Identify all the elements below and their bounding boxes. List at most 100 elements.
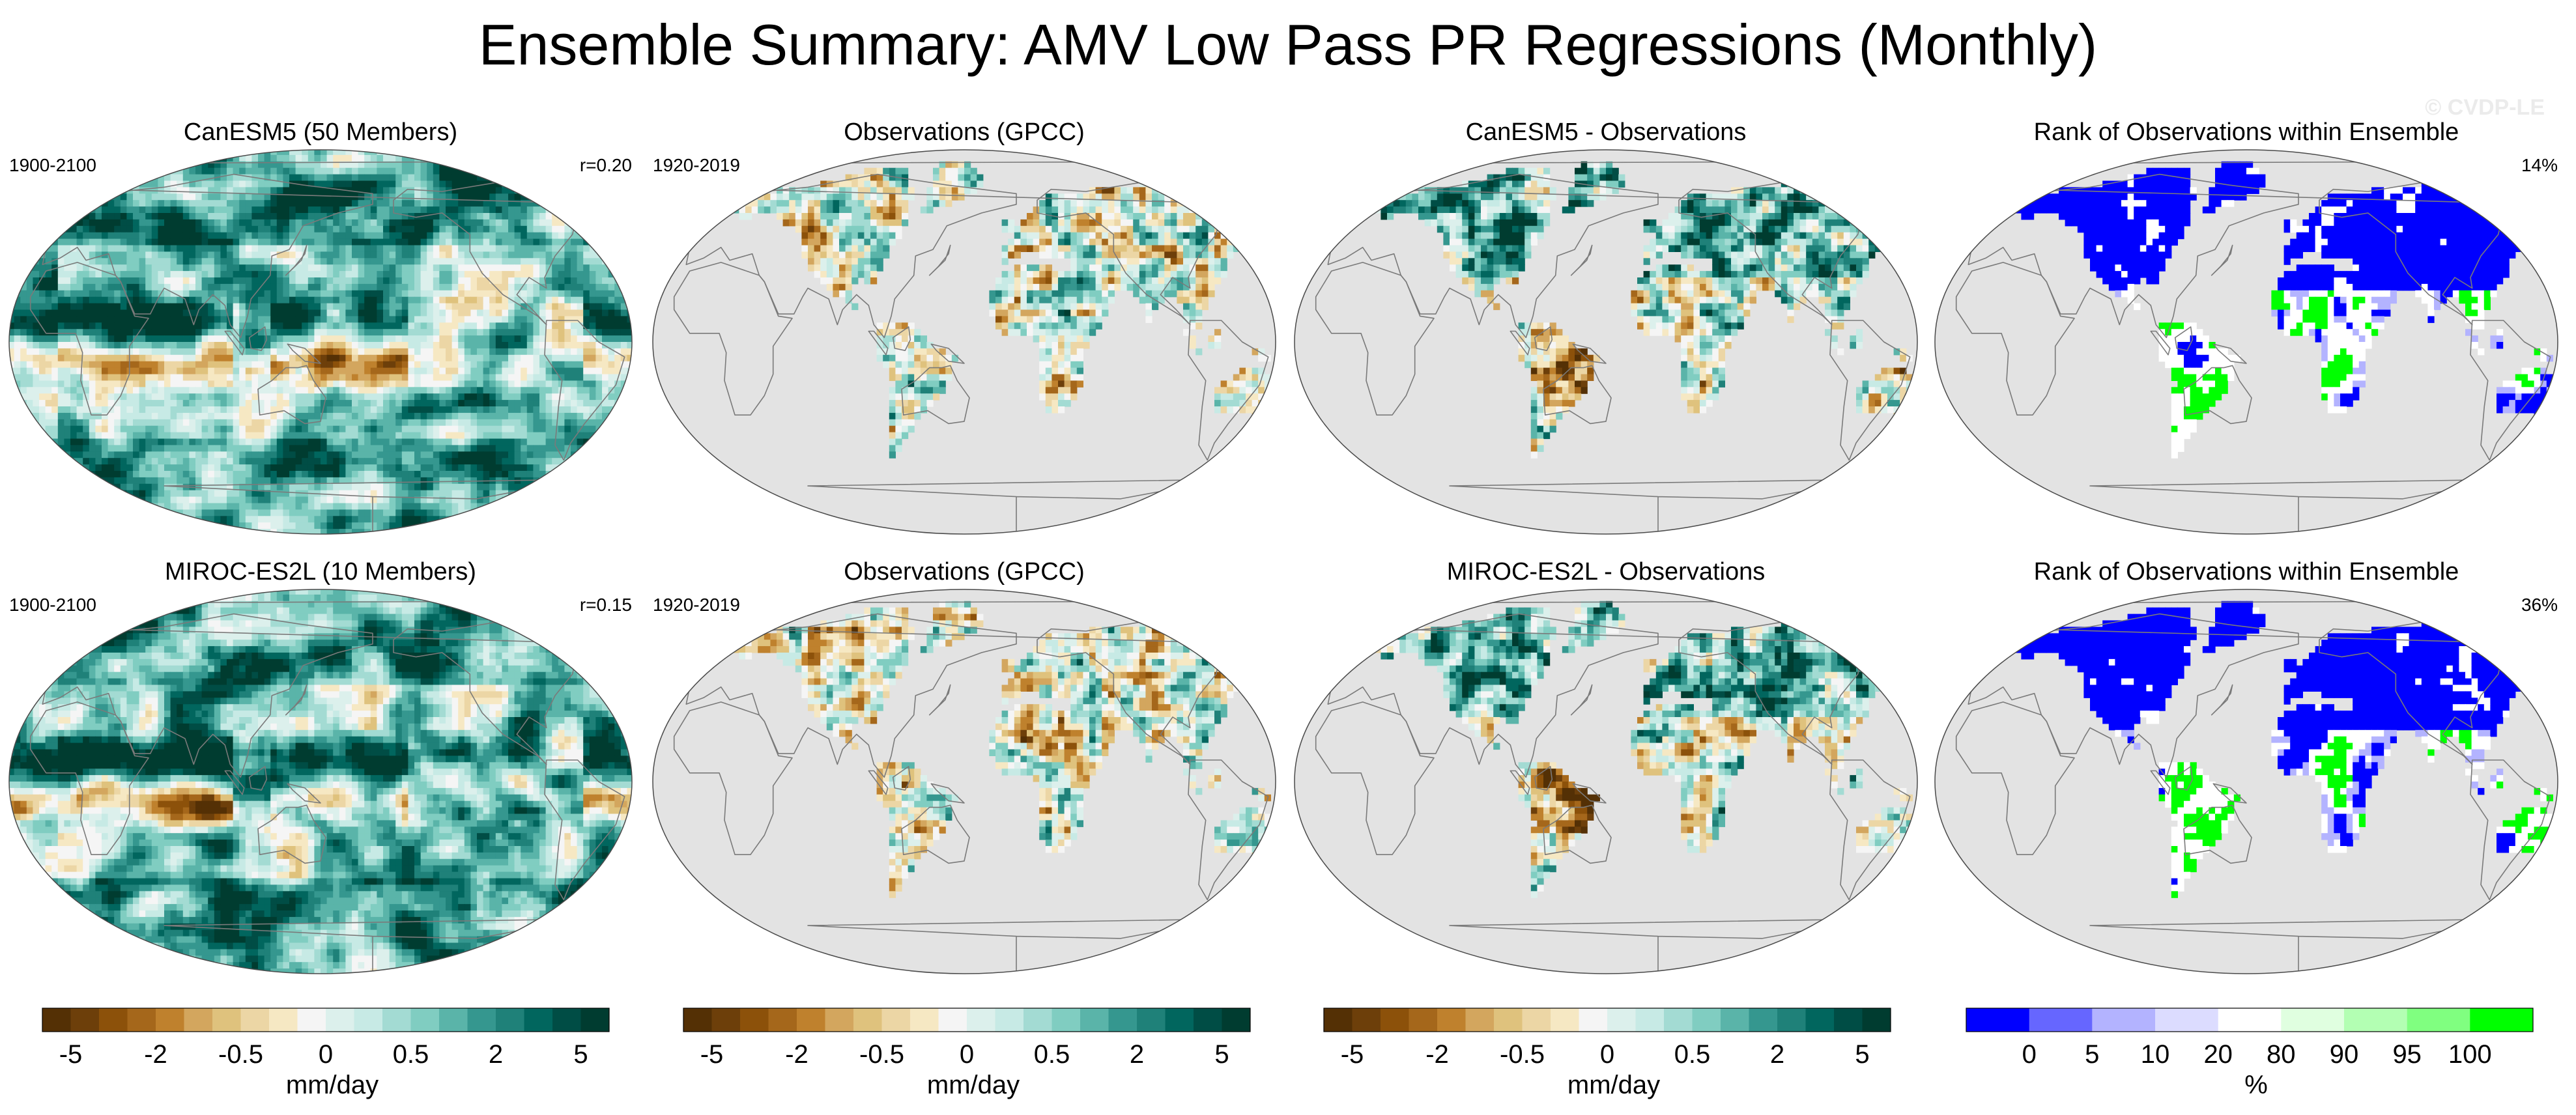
colorbar-swatch	[467, 1008, 496, 1032]
colorbar-tick-label: -5	[59, 1040, 83, 1069]
colorbar-tick-label: 0	[1600, 1040, 1614, 1069]
colorbar-swatch	[1324, 1008, 1352, 1032]
colorbar-tick-label: 5	[2085, 1040, 2099, 1069]
colorbar-tick-label: 5	[1855, 1040, 1869, 1069]
colorbar-swatch	[995, 1008, 1024, 1032]
colorbar-swatch	[2218, 1008, 2282, 1032]
colorbar: -5 -2 -0.5 0 0.5 2 5 mm/day	[683, 1008, 1263, 1106]
colorbar-swatch	[1222, 1008, 1251, 1032]
colorbar-swatch	[1194, 1008, 1222, 1032]
colorbar-swatch	[768, 1008, 797, 1032]
map-field	[1935, 600, 2558, 898]
colorbar-swatch	[326, 1008, 354, 1032]
colorbar-tick-label: 0	[2022, 1040, 2037, 1069]
colorbar-swatch	[797, 1008, 825, 1032]
panel-stat-label: r=0.20	[580, 155, 632, 176]
colorbar-swatch	[42, 1008, 71, 1032]
map-border	[8, 149, 633, 535]
map-panel: Rank of Observations within Ensemble 36%	[1934, 558, 2559, 975]
colorbar-swatch	[496, 1008, 524, 1032]
colorbar-tick-label: 5	[1214, 1040, 1229, 1069]
colorbar-swatch	[2470, 1008, 2534, 1032]
map-plot	[1294, 589, 1918, 974]
colorbar-swatch	[184, 1008, 213, 1032]
map-border	[1294, 149, 1918, 535]
colorbar: -5 -2 -0.5 0 0.5 2 5 mm/day	[42, 1008, 622, 1106]
colorbar-swatch	[1137, 1008, 1166, 1032]
colorbar-swatch	[552, 1008, 581, 1032]
colorbar-tick-label: -2	[785, 1040, 809, 1069]
colorbar-swatch	[967, 1008, 995, 1032]
colorbar-swatch	[297, 1008, 326, 1032]
colorbar-units-label: mm/day	[683, 1071, 1263, 1100]
colorbar-swatch	[938, 1008, 967, 1032]
colorbar-swatch	[1579, 1008, 1608, 1032]
colorbar-swatch	[1522, 1008, 1551, 1032]
colorbar-tick-label: 20	[2203, 1040, 2233, 1069]
colorbar-swatch	[740, 1008, 769, 1032]
colorbar-swatch	[1749, 1008, 1778, 1032]
colorbar-tick-label: 2	[1770, 1040, 1784, 1069]
map-plot	[652, 149, 1276, 535]
colorbar-swatch	[825, 1008, 854, 1032]
colorbar-swatch	[2344, 1008, 2408, 1032]
map-plot	[1934, 589, 2558, 974]
colorbar-swatch	[127, 1008, 156, 1032]
colorbar-tick-label: -0.5	[859, 1040, 904, 1069]
colorbar-tick-label: -2	[144, 1040, 167, 1069]
colorbar-tick-label: 90	[2330, 1040, 2359, 1069]
colorbar-tick-label: -0.5	[218, 1040, 263, 1069]
colorbar-swatch	[683, 1008, 712, 1032]
colorbar-swatch	[853, 1008, 882, 1032]
colorbar-swatch	[269, 1008, 298, 1032]
colorbar-swatch	[1805, 1008, 1835, 1032]
colorbar-swatch	[1966, 1008, 2030, 1032]
colorbar-tick-label: 80	[2267, 1040, 2296, 1069]
colorbar-swatch	[1465, 1008, 1495, 1032]
colorbar-tick-label: -5	[1341, 1040, 1364, 1069]
colorbar-tick-label: 5	[573, 1040, 588, 1069]
colorbar-swatch	[1409, 1008, 1438, 1032]
colorbar-swatch	[1692, 1008, 1721, 1032]
map-border	[652, 589, 1276, 974]
map-panel: CanESM5 - Observations	[1293, 119, 1919, 535]
panel-title: Rank of Observations within Ensemble	[1934, 558, 2559, 586]
map-plot	[8, 149, 633, 535]
colorbar-swatch	[70, 1008, 100, 1032]
map-border	[652, 149, 1276, 535]
map-field	[9, 150, 632, 534]
map-plot	[1934, 149, 2558, 535]
colorbar: 0 5 10 20 80 90 95 100%	[1966, 1008, 2546, 1106]
panel-stat-label: 14%	[2521, 155, 2558, 176]
colorbar-swatch	[1607, 1008, 1636, 1032]
colorbar-swatch	[382, 1008, 411, 1032]
panel-title: Observations (GPCC)	[651, 119, 1277, 147]
colorbar-tick-label: 100	[2448, 1040, 2492, 1069]
colorbar-swatch	[240, 1008, 270, 1032]
panel-title: MIROC-ES2L - Observations	[1293, 558, 1919, 586]
colorbar-swatch	[1052, 1008, 1081, 1032]
colorbar-swatch	[1108, 1008, 1138, 1032]
colorbar-tick-label: 2	[1130, 1040, 1144, 1069]
panel-title: Observations (GPCC)	[651, 558, 1277, 586]
colorbar-swatch	[2155, 1008, 2219, 1032]
colorbar-swatch	[910, 1008, 939, 1032]
panel-title: CanESM5 - Observations	[1293, 119, 1919, 147]
figure-title: Ensemble Summary: AMV Low Pass PR Regres…	[0, 12, 2576, 78]
colorbar-tick-label: -5	[700, 1040, 724, 1069]
colorbar-swatch	[410, 1008, 440, 1032]
panel-title: CanESM5 (50 Members)	[8, 119, 633, 147]
colorbar-tick-label: -0.5	[1500, 1040, 1545, 1069]
colorbar-swatch	[1352, 1008, 1381, 1032]
map-border	[8, 589, 633, 974]
colorbar-swatch	[2092, 1008, 2156, 1032]
panel-stat-label: 36%	[2521, 595, 2558, 615]
map-plot	[652, 589, 1276, 974]
colorbar-swatch	[212, 1008, 241, 1032]
colorbar-swatch	[1437, 1008, 1466, 1032]
colorbar-units-label: mm/day	[42, 1071, 622, 1100]
panel-period-label: 1920-2019	[653, 155, 740, 176]
map-panel: Observations (GPCC) 1920-2019	[651, 119, 1277, 535]
colorbar-tick-label: 95	[2392, 1040, 2422, 1069]
colorbar-swatch	[354, 1008, 383, 1032]
